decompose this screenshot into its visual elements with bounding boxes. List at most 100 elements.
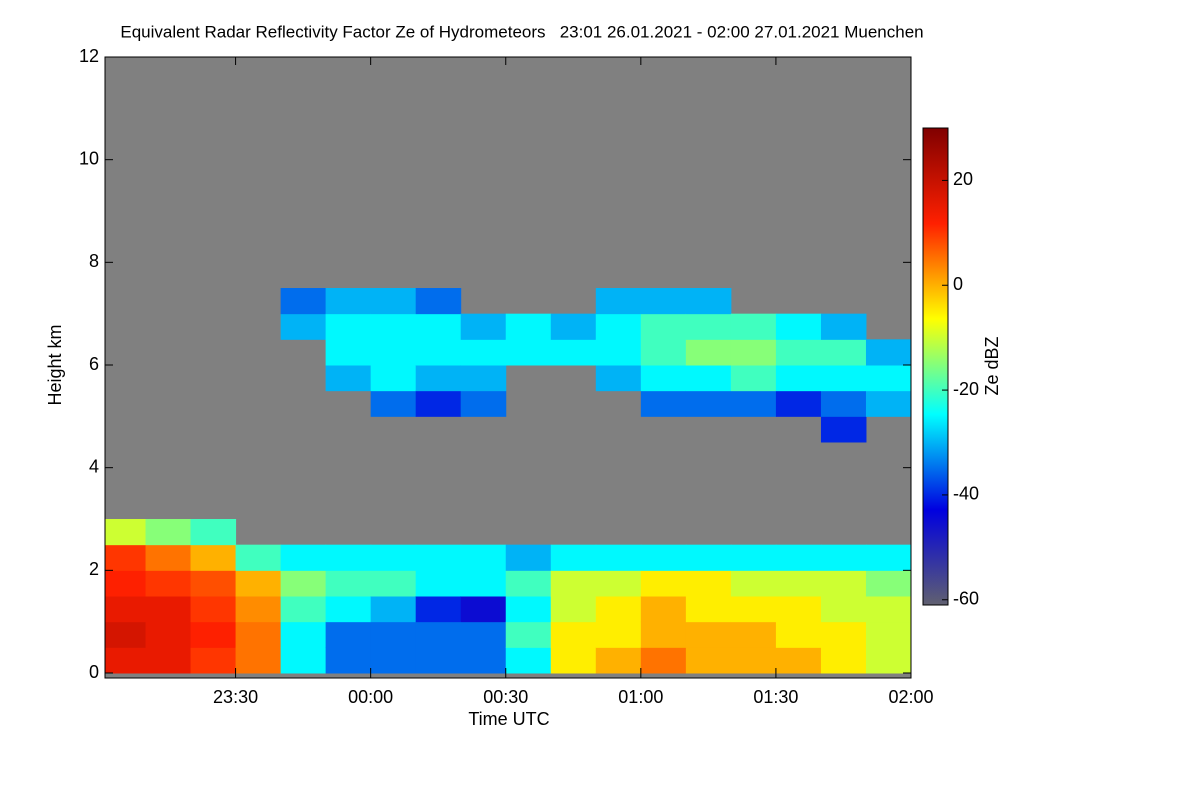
heatmap-cell: [145, 519, 192, 546]
heatmap-cell: [550, 339, 597, 366]
heatmap-cell: [370, 621, 417, 648]
heatmap-cell: [595, 647, 642, 674]
heatmap-cell: [325, 544, 372, 571]
heatmap-cell: [775, 570, 822, 597]
colorbar-tick-label: -20: [953, 379, 979, 399]
heatmap-cell: [685, 365, 732, 392]
heatmap-cell: [145, 596, 192, 623]
y-tick-label: 10: [79, 148, 99, 168]
chart-title: Equivalent Radar Reflectivity Factor Ze …: [120, 22, 923, 41]
heatmap-cell: [235, 596, 282, 623]
heatmap-cell: [685, 647, 732, 674]
heatmap-cell: [415, 313, 462, 340]
heatmap-cell: [775, 647, 822, 674]
heatmap-cell: [640, 596, 687, 623]
heatmap-cell: [775, 339, 822, 366]
heatmap-cell: [865, 570, 912, 597]
heatmap-cell: [370, 390, 417, 417]
heatmap-cell: [595, 313, 642, 340]
heatmap-cell: [145, 647, 192, 674]
heatmap-cell: [460, 339, 507, 366]
heatmap-cell: [460, 544, 507, 571]
x-tick-label: 00:30: [483, 687, 528, 707]
heatmap-cell: [325, 596, 372, 623]
x-tick-label: 01:00: [618, 687, 663, 707]
heatmap-cell: [595, 596, 642, 623]
heatmap-cell: [105, 519, 147, 546]
heatmap-cell: [820, 621, 867, 648]
heatmap-cell: [235, 570, 282, 597]
x-axis-label: Time UTC: [468, 709, 549, 729]
heatmap-cell: [640, 288, 687, 315]
heatmap-cell: [235, 647, 282, 674]
heatmap-cell: [460, 390, 507, 417]
heatmap-cell: [820, 416, 867, 443]
heatmap-cell: [595, 365, 642, 392]
heatmap-cell: [370, 288, 417, 315]
heatmap-cell: [325, 621, 372, 648]
heatmap-cell: [370, 596, 417, 623]
heatmap-cell: [865, 544, 912, 571]
x-tick-label: 02:00: [888, 687, 933, 707]
heatmap-cell: [190, 544, 237, 571]
heatmap-cell: [370, 339, 417, 366]
heatmap-cell: [415, 390, 462, 417]
heatmap-cell: [190, 596, 237, 623]
heatmap-cell: [280, 544, 327, 571]
heatmap-cell: [415, 365, 462, 392]
heatmap-cell: [730, 621, 777, 648]
x-tick-label: 23:30: [213, 687, 258, 707]
heatmap-cell: [865, 365, 912, 392]
heatmap-cell: [820, 365, 867, 392]
heatmap-cell: [640, 365, 687, 392]
x-tick-label: 01:30: [753, 687, 798, 707]
colorbar-tick-label: -40: [953, 484, 979, 504]
heatmap-cell: [640, 570, 687, 597]
heatmap-cell: [820, 570, 867, 597]
heatmap-cell: [460, 596, 507, 623]
heatmap-cell: [505, 570, 552, 597]
heatmap-cell: [505, 544, 552, 571]
heatmap-cell: [820, 339, 867, 366]
heatmap-cell: [730, 313, 777, 340]
heatmap-cell: [595, 288, 642, 315]
heatmap-cell: [235, 544, 282, 571]
heatmap-cell: [280, 621, 327, 648]
heatmap-cell: [415, 544, 462, 571]
heatmap-cell: [685, 570, 732, 597]
heatmap-cell: [415, 570, 462, 597]
heatmap-cell: [550, 570, 597, 597]
colorbar-tick-label: 0: [953, 274, 963, 294]
heatmap-cell: [685, 621, 732, 648]
heatmap-cell: [145, 544, 192, 571]
heatmap-cell: [235, 621, 282, 648]
heatmap-cell: [865, 596, 912, 623]
heatmap-cell: [685, 390, 732, 417]
heatmap-cell: [145, 621, 192, 648]
heatmap-cell: [595, 339, 642, 366]
heatmap-cell: [820, 596, 867, 623]
heatmap-cell: [820, 544, 867, 571]
heatmap-cell: [415, 621, 462, 648]
heatmap-cell: [550, 647, 597, 674]
heatmap-cell: [820, 313, 867, 340]
heatmap-cell: [595, 570, 642, 597]
heatmap-cell: [550, 596, 597, 623]
heatmap-cell: [730, 365, 777, 392]
heatmap-cell: [280, 288, 327, 315]
heatmap-cell: [730, 596, 777, 623]
heatmap-cell: [865, 621, 912, 648]
heatmap-cell: [105, 570, 147, 597]
colorbar-tick-label: -60: [953, 589, 979, 609]
heatmap-cell: [370, 313, 417, 340]
heatmap-cell: [595, 544, 642, 571]
heatmap-cell: [190, 519, 237, 546]
heatmap-cell: [460, 647, 507, 674]
heatmap-cell: [460, 365, 507, 392]
y-axis-label: Height km: [45, 324, 65, 405]
heatmap-cell: [190, 647, 237, 674]
heatmap-cell: [730, 544, 777, 571]
y-tick-label: 12: [79, 46, 99, 66]
heatmap-cell: [105, 647, 147, 674]
